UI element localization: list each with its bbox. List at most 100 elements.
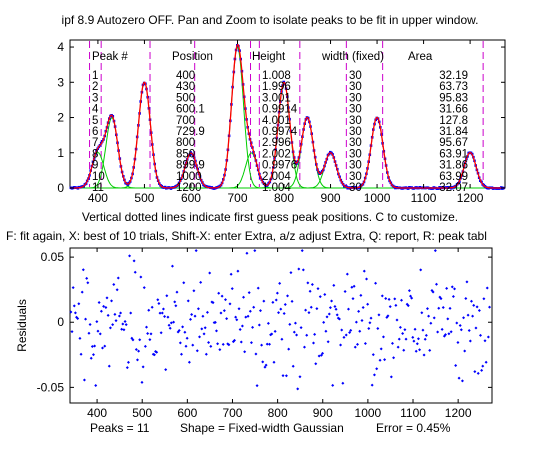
residual-point <box>299 326 303 330</box>
residual-point <box>235 318 239 322</box>
residual-point <box>434 282 438 286</box>
residual-point <box>433 249 437 253</box>
residual-point <box>445 286 449 290</box>
residual-point <box>356 342 360 346</box>
residual-point <box>267 342 271 346</box>
residual-point <box>228 302 232 306</box>
peak-fit-plot-area[interactable] <box>69 39 506 189</box>
peaks-count-text: Peaks = 11 <box>90 421 150 435</box>
residual-point <box>379 347 383 351</box>
residual-point <box>333 305 337 309</box>
y-tick-label: 1 <box>57 146 64 160</box>
residual-point <box>186 299 190 303</box>
residual-point <box>194 249 198 253</box>
x-tick-label: 900 <box>313 406 333 420</box>
residual-point <box>184 344 188 348</box>
x-tick-label: 600 <box>177 406 197 420</box>
residual-point <box>205 310 209 314</box>
x-tick-label: 800 <box>268 406 288 420</box>
residual-point <box>421 328 425 332</box>
table-cell: 30 <box>349 115 362 127</box>
residual-point <box>225 317 229 321</box>
residual-point <box>263 365 267 369</box>
residual-point <box>483 339 487 343</box>
table-cell: 3 <box>92 92 98 104</box>
residual-point <box>441 306 445 310</box>
table-cell: 4 <box>92 104 99 116</box>
y-tick-label: -0.05 <box>37 380 65 394</box>
residual-point <box>481 364 485 368</box>
residual-point <box>193 314 197 318</box>
residual-point <box>132 259 136 263</box>
residual-point <box>319 353 323 357</box>
residual-point <box>111 323 115 327</box>
residual-point <box>381 335 385 339</box>
keyboard-shortcuts-text: F: fit again, X: best of 10 trials, Shif… <box>6 229 487 243</box>
residual-point <box>423 337 427 341</box>
residual-point <box>192 289 196 293</box>
residual-point <box>187 360 191 364</box>
residual-point <box>284 374 288 378</box>
table-cell: 7 <box>92 137 98 149</box>
residual-point <box>182 281 186 285</box>
residual-point <box>270 332 274 336</box>
residual-point <box>415 342 419 346</box>
x-tick-label: 1100 <box>411 191 437 205</box>
residual-point <box>112 283 116 287</box>
table-cell: 5 <box>92 115 98 127</box>
table-cell: 430 <box>176 81 195 93</box>
residual-point <box>322 320 326 324</box>
residual-point <box>237 307 241 311</box>
table-cell: 30 <box>349 126 362 138</box>
residual-point <box>311 341 315 345</box>
residual-point <box>301 268 305 272</box>
residual-point <box>222 309 226 313</box>
residuals-plot[interactable]: 400 500 600 700 800 900 1000 1100 1200 -0.05 0 0.05… <box>15 247 493 420</box>
residual-point <box>444 333 448 337</box>
residual-point <box>133 270 137 274</box>
residual-point <box>365 277 369 281</box>
table-cell: 2.996 <box>262 137 291 149</box>
residual-point <box>453 287 457 291</box>
residual-point <box>362 269 366 273</box>
table-cell: 1.996 <box>262 81 291 93</box>
residual-point <box>390 341 394 345</box>
residual-point <box>236 269 240 273</box>
residual-point <box>277 311 281 315</box>
x-tick-label: 500 <box>132 406 152 420</box>
residual-point <box>313 332 317 336</box>
residual-point <box>457 376 461 380</box>
residual-point <box>316 287 320 291</box>
residual-point <box>254 352 258 356</box>
residual-point <box>325 315 329 319</box>
table-cell: 31.84 <box>439 126 468 138</box>
residual-point <box>397 337 401 341</box>
residual-point <box>411 335 415 339</box>
residual-point <box>218 348 222 352</box>
residual-point <box>367 327 371 331</box>
residual-point <box>366 302 370 306</box>
residual-point <box>209 344 213 348</box>
residual-point <box>223 298 227 302</box>
residual-point <box>360 319 364 323</box>
fit-curve <box>70 44 505 189</box>
residuals-plot-area[interactable] <box>69 247 493 404</box>
residual-point <box>113 312 117 316</box>
residual-point <box>279 307 283 311</box>
residual-point <box>251 325 255 329</box>
residual-point <box>447 332 451 336</box>
residual-point <box>122 328 126 332</box>
residual-point <box>169 321 173 325</box>
residual-point <box>152 353 156 357</box>
residual-point <box>95 320 99 324</box>
residual-point <box>125 366 129 370</box>
residual-point <box>126 360 130 364</box>
residual-point <box>229 272 233 276</box>
residual-point <box>403 328 407 332</box>
residuals-plot-ticks: 400 500 600 700 800 900 1000 1100 1200 -0.05 0 0.05 <box>37 248 492 420</box>
residual-point <box>157 301 161 305</box>
residual-point <box>466 313 470 317</box>
